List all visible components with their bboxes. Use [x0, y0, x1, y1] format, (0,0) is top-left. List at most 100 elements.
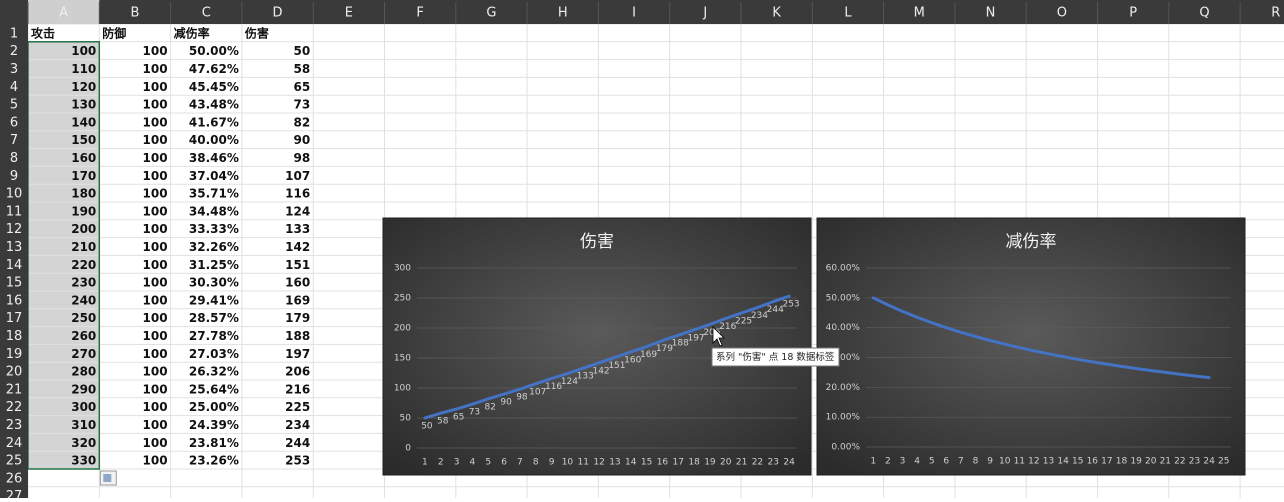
data-label[interactable]: 124	[561, 377, 578, 387]
header-cell[interactable]: 防御	[102, 25, 126, 40]
row-header[interactable]: 24	[6, 436, 23, 451]
cell[interactable]: 260	[71, 329, 96, 343]
cell[interactable]: 73	[293, 98, 310, 112]
header-cell[interactable]: 攻击	[31, 25, 55, 40]
cell[interactable]: 100	[143, 98, 168, 112]
data-label[interactable]: 253	[782, 300, 799, 310]
cell[interactable]: 179	[285, 311, 310, 325]
cell[interactable]: 100	[71, 44, 96, 58]
cell[interactable]: 100	[143, 62, 168, 76]
cell[interactable]: 100	[143, 454, 168, 468]
cell[interactable]: 31.25%	[189, 258, 239, 272]
cell[interactable]: 320	[71, 436, 96, 450]
data-label[interactable]: 58	[437, 417, 449, 427]
column-header[interactable]: K	[772, 6, 781, 21]
cell[interactable]: 100	[143, 222, 168, 236]
cell[interactable]: 58	[293, 62, 310, 76]
cell[interactable]: 32.26%	[189, 240, 239, 254]
column-header[interactable]: O	[1057, 6, 1067, 21]
cell[interactable]: 100	[143, 151, 168, 165]
cell[interactable]: 24.39%	[189, 418, 239, 432]
cell[interactable]: 23.81%	[189, 436, 239, 450]
cell[interactable]: 190	[71, 204, 96, 218]
cell[interactable]: 50.00%	[189, 44, 239, 58]
cell[interactable]: 107	[285, 169, 310, 183]
data-label[interactable]: 197	[687, 333, 704, 343]
data-label[interactable]: 225	[735, 317, 752, 327]
data-label[interactable]: 90	[500, 398, 512, 408]
chart-area[interactable]	[382, 217, 812, 476]
data-label[interactable]: 98	[516, 393, 528, 403]
row-header[interactable]: 5	[10, 98, 18, 113]
cell[interactable]: 188	[285, 329, 310, 343]
header-cell[interactable]: 减伤率	[174, 25, 210, 40]
cell[interactable]: 34.48%	[189, 204, 239, 218]
cell[interactable]: 25.64%	[189, 382, 239, 396]
cell[interactable]: 140	[71, 115, 96, 129]
cell[interactable]: 40.00%	[189, 133, 239, 147]
row-header[interactable]: 20	[6, 365, 23, 380]
row-header[interactable]: 14	[6, 258, 23, 273]
data-label[interactable]: 179	[656, 344, 673, 354]
data-label[interactable]: 169	[640, 350, 657, 360]
column-header[interactable]: B	[130, 6, 139, 21]
cell[interactable]: 160	[71, 151, 96, 165]
cell[interactable]: 100	[143, 115, 168, 129]
cell[interactable]: 124	[285, 204, 310, 218]
cell[interactable]: 180	[71, 187, 96, 201]
cell[interactable]: 25.00%	[189, 400, 239, 414]
data-label[interactable]: 65	[453, 413, 464, 423]
cell[interactable]: 100	[143, 347, 168, 361]
row-header[interactable]: 2	[10, 44, 18, 59]
column-header[interactable]: H	[558, 6, 568, 21]
cell[interactable]: 38.46%	[189, 151, 239, 165]
cell[interactable]: 120	[71, 80, 96, 94]
row-header[interactable]: 16	[6, 293, 23, 308]
column-header[interactable]: R	[1271, 6, 1280, 21]
cell[interactable]: 280	[71, 365, 96, 379]
column-header[interactable]: N	[986, 6, 996, 21]
cell[interactable]: 234	[285, 418, 310, 432]
cell[interactable]: 100	[143, 365, 168, 379]
cell[interactable]: 151	[285, 258, 310, 272]
cell[interactable]: 100	[143, 187, 168, 201]
row-header[interactable]: 26	[6, 471, 23, 486]
row-header[interactable]: 3	[10, 62, 18, 77]
cell[interactable]: 100	[143, 276, 168, 290]
cell[interactable]: 160	[285, 276, 310, 290]
data-label[interactable]: 73	[469, 408, 480, 418]
column-header[interactable]: G	[486, 6, 496, 21]
data-label[interactable]: 50	[421, 422, 433, 432]
cell[interactable]: 100	[143, 418, 168, 432]
row-header[interactable]: 12	[6, 222, 23, 237]
cell[interactable]: 240	[71, 293, 96, 307]
cell[interactable]: 100	[143, 44, 168, 58]
data-label[interactable]: 82	[485, 402, 496, 412]
row-header[interactable]: 10	[6, 187, 23, 202]
cell[interactable]: 90	[293, 133, 310, 147]
cell[interactable]: 100	[143, 258, 168, 272]
data-label[interactable]: 160	[624, 356, 641, 366]
cell[interactable]: 27.78%	[189, 329, 239, 343]
data-label[interactable]: 244	[767, 305, 784, 315]
cell[interactable]: 290	[71, 382, 96, 396]
row-header[interactable]: 8	[10, 151, 18, 166]
row-header[interactable]: 21	[6, 382, 23, 397]
cell[interactable]: 37.04%	[189, 169, 239, 183]
column-header[interactable]: P	[1129, 6, 1137, 21]
cell[interactable]: 150	[71, 133, 96, 147]
cell[interactable]: 27.03%	[189, 347, 239, 361]
cell[interactable]: 230	[71, 276, 96, 290]
data-label[interactable]: 234	[751, 311, 768, 321]
data-label[interactable]: 116	[545, 382, 562, 392]
cell[interactable]: 300	[71, 400, 96, 414]
row-header[interactable]: 7	[10, 133, 18, 148]
row-header[interactable]: 17	[6, 311, 23, 326]
series-line[interactable]	[423, 294, 791, 420]
cell[interactable]: 100	[143, 436, 168, 450]
cell[interactable]: 33.33%	[189, 222, 239, 236]
row-header[interactable]: 15	[6, 276, 23, 291]
cell[interactable]: 330	[71, 454, 96, 468]
row-header[interactable]: 19	[6, 347, 23, 362]
cell[interactable]: 100	[143, 80, 168, 94]
